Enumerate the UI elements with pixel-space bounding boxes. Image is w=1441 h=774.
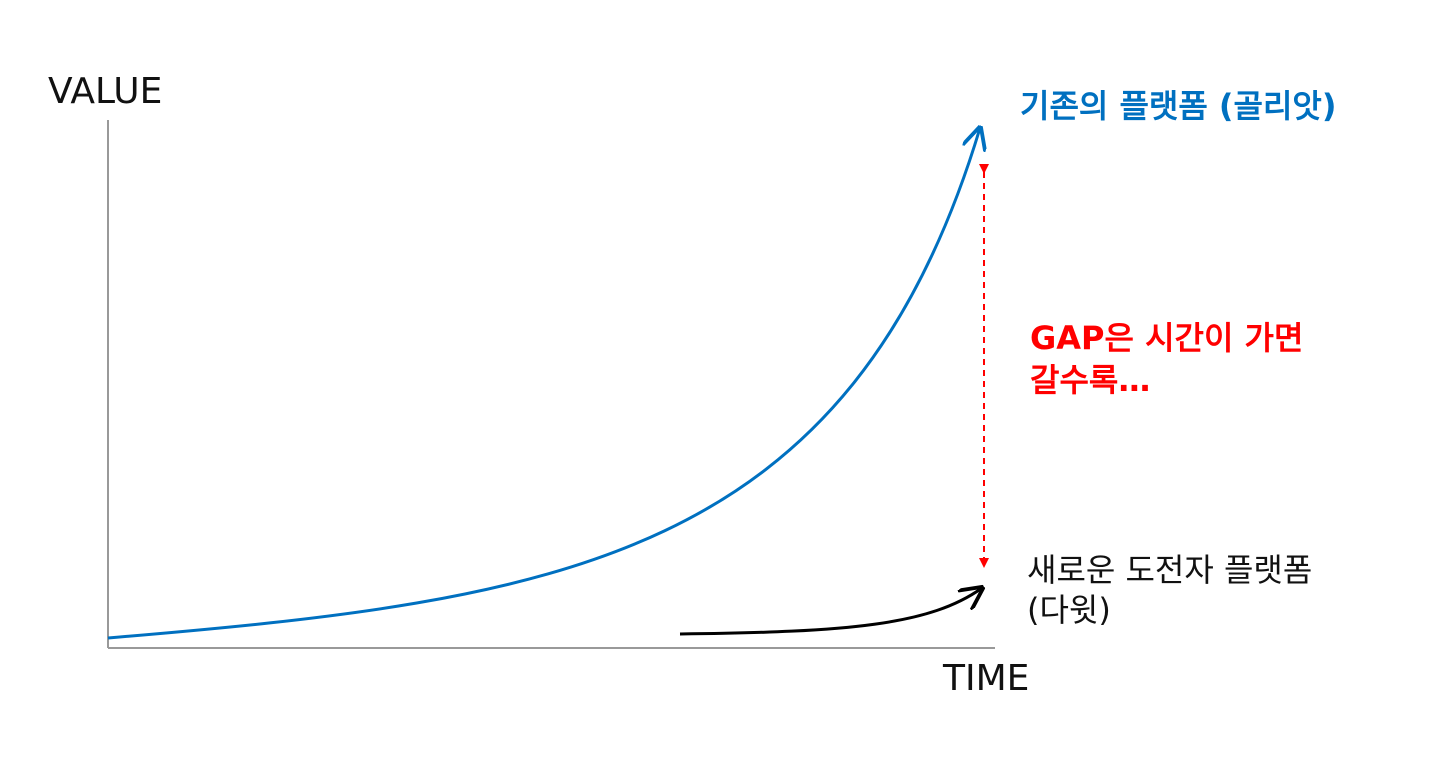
gap-annotation: 갈수록… <box>1030 361 1150 399</box>
x-axis-label: TIME <box>942 658 1029 699</box>
incumbent-label: 기존의 플랫폼 (골리앗) <box>1020 87 1337 125</box>
challenger-label: (다윗) <box>1027 591 1111 629</box>
challenger-curve <box>679 588 982 636</box>
gap-annotation: GAP은 시간이 가면 <box>1030 319 1303 357</box>
incumbent-curve <box>107 128 980 640</box>
y-axis-label: VALUE <box>48 71 162 112</box>
challenger-label: 새로운 도전자 플랫폼 <box>1027 551 1312 589</box>
